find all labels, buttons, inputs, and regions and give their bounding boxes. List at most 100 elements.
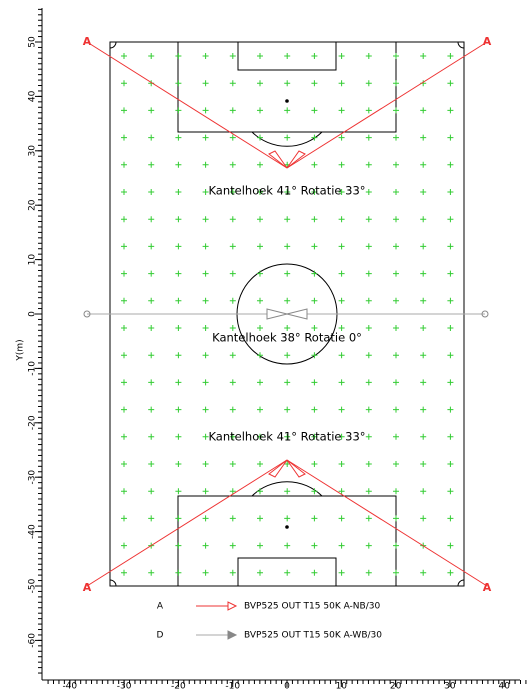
grid-point (257, 270, 263, 277)
grid-point (338, 325, 345, 331)
grid-point (175, 297, 182, 304)
grid-point (338, 433, 345, 440)
grid-point (175, 515, 182, 522)
annotation: Kantelhoek 41° Rotatie 33° (208, 184, 365, 198)
grid-point (229, 161, 236, 168)
grid-point (229, 134, 236, 141)
grid-point (175, 433, 182, 440)
grid-point (311, 80, 318, 87)
grid-point (393, 433, 399, 440)
grid-point (229, 569, 236, 576)
grid-point (393, 107, 399, 114)
grid-point (365, 569, 372, 576)
grid-point (229, 379, 236, 386)
x-tick-label: -30 (117, 682, 132, 691)
calc-grid (121, 53, 454, 576)
grid-point (229, 325, 236, 331)
grid-point (229, 216, 236, 223)
grid-point (338, 107, 345, 114)
grid-point (257, 569, 263, 576)
grid-point (284, 542, 291, 549)
grid-point (175, 107, 182, 114)
x-tick-label: -20 (171, 682, 186, 691)
grid-point (257, 80, 263, 87)
grid-point (121, 433, 127, 440)
grid-point (202, 297, 209, 304)
grid-point (284, 107, 291, 114)
grid-point (447, 243, 454, 250)
grid-point (447, 270, 454, 277)
grid-point (121, 542, 127, 549)
y-tick-label: -30 (28, 470, 38, 485)
grid-point (338, 53, 345, 59)
grid-point (365, 189, 372, 195)
grid-point (121, 569, 127, 576)
grid-point (447, 433, 454, 440)
grid-point (420, 53, 427, 59)
grid-point (365, 406, 372, 413)
grid-point (148, 406, 155, 413)
grid-point (257, 189, 263, 195)
grid-point (121, 406, 127, 413)
grid-point (148, 515, 155, 522)
grid-point (175, 189, 182, 195)
grid-point (365, 134, 372, 141)
grid-point (420, 216, 427, 223)
y-tick-label: -10 (28, 361, 38, 376)
grid-point (229, 189, 236, 195)
grid-point (202, 515, 209, 522)
grid-point (175, 161, 182, 168)
grid-point (148, 134, 155, 141)
y-tick-label: 20 (28, 199, 38, 211)
lamp-label: A (83, 581, 92, 594)
grid-point (121, 325, 127, 331)
grid-point (229, 406, 236, 413)
grid-point (447, 189, 454, 195)
grid-point (284, 134, 291, 141)
grid-point (365, 53, 372, 59)
grid-point (202, 569, 209, 576)
grid-point (284, 352, 291, 359)
grid-point (257, 53, 263, 59)
grid-point (121, 488, 127, 495)
grid-point (393, 515, 399, 522)
grid-point (202, 461, 209, 467)
grid-point (284, 433, 291, 440)
grid-point (338, 189, 345, 195)
grid-point (229, 270, 236, 277)
grid-point (338, 297, 345, 304)
grid-point (365, 243, 372, 250)
y-tick-label: -20 (28, 415, 38, 430)
grid-point (175, 569, 182, 576)
lamps: A A A A (83, 35, 492, 594)
grid-point (447, 406, 454, 413)
y-tick-label: -60 (28, 633, 38, 648)
grid-point (148, 107, 155, 114)
grid-point (175, 270, 182, 277)
grid-point (447, 107, 454, 114)
grid-point (393, 569, 399, 576)
grid-point (338, 161, 345, 168)
grid-point (338, 515, 345, 522)
grid-point (202, 488, 209, 495)
grid-point (393, 325, 399, 331)
grid-point (175, 80, 182, 87)
grid-point (202, 107, 209, 114)
grid-point (202, 433, 209, 440)
grid-point (202, 161, 209, 168)
grid-point (257, 379, 263, 386)
grid-point (229, 515, 236, 522)
y-tick-label: 30 (28, 145, 38, 157)
grid-point (365, 297, 372, 304)
grid-point (447, 542, 454, 549)
grid-point (365, 80, 372, 87)
grid-point (420, 515, 427, 522)
grid-point (229, 107, 236, 114)
grid-point (393, 542, 399, 549)
grid-point (447, 379, 454, 386)
grid-point (447, 161, 454, 168)
grid-point (284, 80, 291, 87)
grid-point (447, 325, 454, 331)
grid-point (121, 216, 127, 223)
grid-point (148, 352, 155, 359)
